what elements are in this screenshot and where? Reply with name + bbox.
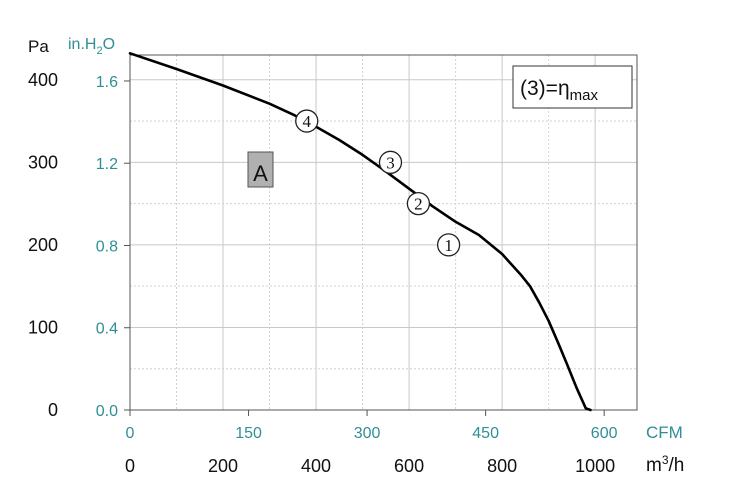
operating-point-2-marker	[406, 191, 431, 216]
legend-text: (3)=ηmax	[520, 77, 598, 104]
y-secondary-tick-label: 1.2	[96, 156, 118, 173]
curve-label-box	[247, 151, 274, 188]
operating-point-1-label: 1	[444, 236, 453, 255]
y-secondary-tick-label: 0.0	[96, 403, 118, 420]
y-tick-label: 400	[28, 70, 58, 90]
x-secondary-tick-label: 150	[235, 425, 262, 442]
x-primary-unit: m3/h	[646, 453, 684, 476]
x-secondary-unit: CFM	[646, 423, 683, 442]
curve-layer	[128, 52, 592, 412]
operating-point-4-label: 4	[303, 112, 312, 131]
operating-point-3-label: 3	[386, 153, 395, 172]
operating-point-3-marker	[378, 150, 403, 174]
operating-points: 1 2 3 4	[295, 109, 461, 257]
y-tick-label: 100	[28, 317, 58, 337]
x-tick-label: 1000	[575, 456, 615, 476]
x-secondary-tick-label: 600	[591, 425, 618, 442]
y-secondary-tick-label: 1.6	[96, 74, 118, 91]
y-secondary-tick-label: 0.8	[96, 238, 118, 255]
x-tick-label: 200	[208, 456, 238, 476]
operating-point-4-marker	[295, 109, 319, 133]
x-tick-label: 0	[125, 456, 135, 476]
fan-curve-line	[128, 52, 592, 412]
x-secondary-tick-label: 300	[354, 425, 381, 442]
curve-label: A	[253, 161, 268, 186]
axes: 0 100 200 300 400 0.0 0.4 0.8 1.2 1.6 0 200 400 600 80…	[28, 70, 618, 476]
plot-frame	[129, 54, 638, 411]
y-secondary-unit: in.H2O	[68, 36, 115, 57]
y-tick-label: 200	[28, 235, 58, 255]
x-tick-label: 400	[301, 456, 331, 476]
y-secondary-tick-label: 0.4	[96, 321, 118, 338]
x-tick-label: 800	[487, 456, 517, 476]
x-secondary-tick-label: 0	[126, 425, 135, 442]
operating-point-2-label: 2	[414, 195, 423, 214]
y-tick-label: 300	[28, 152, 58, 172]
operating-point-1-marker	[436, 233, 461, 257]
legend-box	[512, 65, 633, 109]
y-primary-unit: Pa	[28, 37, 49, 56]
x-tick-label: 600	[394, 456, 424, 476]
y-tick-label: 0	[48, 400, 58, 420]
x-secondary-tick-label: 450	[472, 425, 499, 442]
